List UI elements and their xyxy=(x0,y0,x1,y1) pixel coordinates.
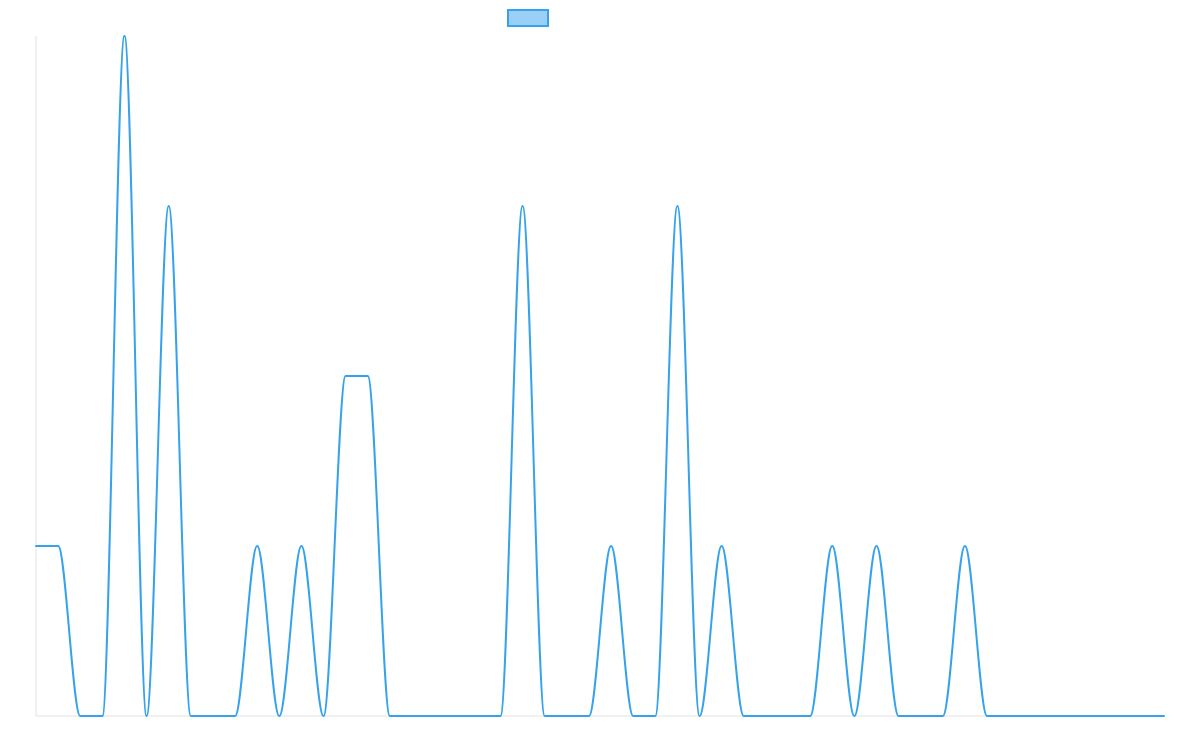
data-point[interactable] xyxy=(564,713,570,719)
data-point[interactable] xyxy=(851,713,857,719)
data-point[interactable] xyxy=(232,713,238,719)
data-point[interactable] xyxy=(144,713,150,719)
data-point[interactable] xyxy=(254,543,260,549)
data-point[interactable] xyxy=(1006,713,1012,719)
series-layer xyxy=(33,33,1167,719)
data-point[interactable] xyxy=(497,713,503,719)
data-point[interactable] xyxy=(365,373,371,379)
data-point[interactable] xyxy=(121,33,127,39)
data-point[interactable] xyxy=(697,713,703,719)
data-point[interactable] xyxy=(829,543,835,549)
data-point[interactable] xyxy=(321,713,327,719)
data-point[interactable] xyxy=(896,713,902,719)
data-point[interactable] xyxy=(940,713,946,719)
data-point[interactable] xyxy=(188,713,194,719)
data-point[interactable] xyxy=(873,543,879,549)
data-point[interactable] xyxy=(166,203,172,209)
data-point[interactable] xyxy=(55,543,61,549)
data-point[interactable] xyxy=(99,713,105,719)
data-point[interactable] xyxy=(1139,713,1145,719)
data-point[interactable] xyxy=(674,203,680,209)
data-point[interactable] xyxy=(1073,713,1079,719)
data-point[interactable] xyxy=(298,543,304,549)
data-point[interactable] xyxy=(630,713,636,719)
data-point[interactable] xyxy=(453,713,459,719)
data-point[interactable] xyxy=(1050,713,1056,719)
data-point[interactable] xyxy=(1095,713,1101,719)
data-point[interactable] xyxy=(1117,713,1123,719)
data-point[interactable] xyxy=(785,713,791,719)
data-point[interactable] xyxy=(741,713,747,719)
data-point[interactable] xyxy=(409,713,415,719)
data-point[interactable] xyxy=(542,713,548,719)
plot-area xyxy=(33,33,1167,719)
data-point[interactable] xyxy=(1028,713,1034,719)
data-point[interactable] xyxy=(962,543,968,549)
data-point[interactable] xyxy=(652,713,658,719)
data-point[interactable] xyxy=(431,713,437,719)
data-point[interactable] xyxy=(608,543,614,549)
data-point[interactable] xyxy=(276,713,282,719)
legend-swatch[interactable] xyxy=(507,9,549,27)
data-point[interactable] xyxy=(918,713,924,719)
data-point[interactable] xyxy=(520,203,526,209)
data-point[interactable] xyxy=(33,543,39,549)
data-point[interactable] xyxy=(475,713,481,719)
data-point[interactable] xyxy=(719,543,725,549)
data-point[interactable] xyxy=(807,713,813,719)
data-point[interactable] xyxy=(763,713,769,719)
legend[interactable] xyxy=(507,9,549,27)
data-point[interactable] xyxy=(586,713,592,719)
data-point[interactable] xyxy=(387,713,393,719)
data-point[interactable] xyxy=(343,373,349,379)
data-point[interactable] xyxy=(210,713,216,719)
data-point[interactable] xyxy=(77,713,83,719)
data-point[interactable] xyxy=(984,713,990,719)
series-line-0 xyxy=(35,35,1165,717)
data-point[interactable] xyxy=(1161,713,1167,719)
